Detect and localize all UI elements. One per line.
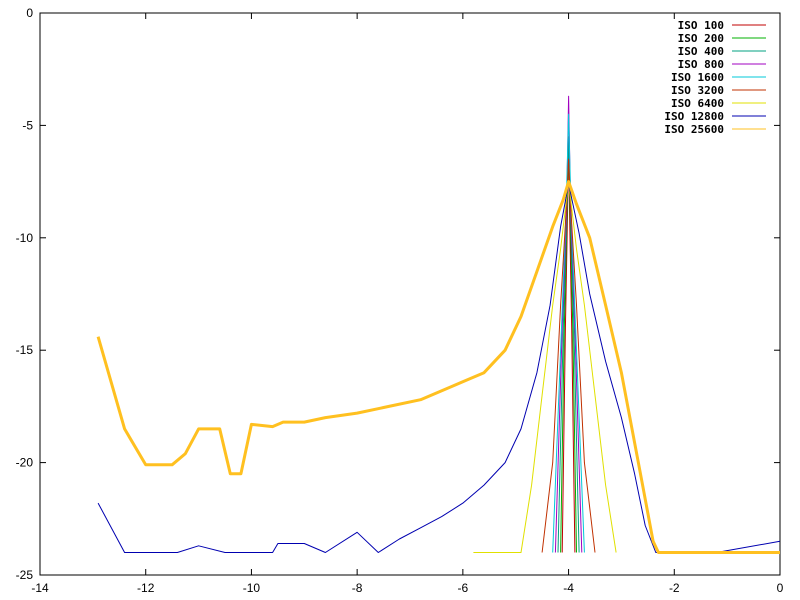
legend-label: ISO 12800 [664, 110, 724, 123]
plot-frame [39, 12, 781, 576]
legend-label: ISO 3200 [671, 84, 724, 97]
legend-label: ISO 200 [678, 32, 724, 45]
y-tick-label: -25 [16, 568, 34, 582]
legend-label: ISO 800 [678, 58, 724, 71]
series-line-iso-400 [557, 138, 580, 553]
legend-label: ISO 25600 [664, 123, 724, 136]
legend-label: ISO 1600 [671, 71, 724, 84]
x-tick-labels: -14 -12 -10 -8 -6 -4 -2 0 [31, 581, 783, 595]
series-line-iso-12800 [97, 183, 781, 553]
x-tick-label: -8 [352, 581, 363, 595]
x-tick-label: -10 [243, 581, 261, 595]
x-tick-label: -4 [563, 581, 574, 595]
y-tick-labels: 0 -5 -10 -15 -20 -25 [16, 6, 34, 582]
y-tick-label: -15 [16, 343, 34, 357]
series-line-iso-800 [554, 95, 583, 553]
y-tick-label: -20 [16, 456, 34, 470]
y-tick-label: 0 [26, 6, 33, 20]
x-tick-label: -14 [31, 581, 49, 595]
x-tick-label: 0 [777, 581, 784, 595]
y-tick-label: -5 [22, 118, 33, 132]
x-tick-label: -12 [137, 581, 155, 595]
legend-label: ISO 400 [678, 45, 724, 58]
series-layer [96, 95, 781, 554]
series-line-iso-3200 [541, 158, 596, 553]
x-tick-label: -6 [458, 581, 469, 595]
series-line-iso-1600 [552, 113, 585, 553]
series-line-iso-25600 [96, 180, 780, 554]
legend-label: ISO 100 [678, 19, 724, 32]
legend-label: ISO 6400 [671, 97, 724, 110]
x-tick-label: -2 [669, 581, 680, 595]
y-tick-label: -10 [16, 231, 34, 245]
axis-ticks [39, 12, 781, 576]
series-line-iso-100 [561, 136, 576, 553]
series-line-iso-6400 [473, 181, 617, 553]
